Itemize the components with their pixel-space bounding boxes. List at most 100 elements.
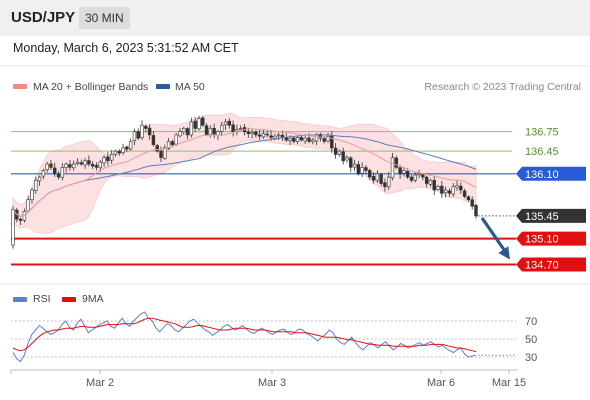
candle <box>26 195 30 213</box>
ma20-line <box>12 128 477 217</box>
candle <box>30 187 34 204</box>
candle <box>333 143 338 159</box>
candle <box>462 188 467 199</box>
candle <box>398 164 402 179</box>
candle <box>440 180 444 198</box>
candle <box>155 143 159 153</box>
candle <box>41 168 46 180</box>
candle <box>163 144 167 160</box>
candle <box>90 160 95 170</box>
candle <box>185 127 190 140</box>
candle <box>443 186 448 198</box>
candle <box>474 203 478 219</box>
candle <box>447 188 452 197</box>
candle <box>60 163 65 181</box>
resistance-label-136.75: 136.75 <box>525 127 559 139</box>
candle <box>223 118 228 130</box>
candle <box>83 157 87 169</box>
candle <box>231 120 235 137</box>
candle <box>151 130 156 147</box>
legend-label-ma50: MA 50 <box>175 81 205 93</box>
candle <box>136 128 140 140</box>
candle <box>413 171 417 183</box>
candle <box>147 124 152 140</box>
candle <box>254 130 258 138</box>
candle <box>436 184 440 191</box>
candle <box>352 159 357 172</box>
rsi-lines <box>12 311 516 363</box>
main-panel-border <box>0 65 590 285</box>
support-label-134.70: 134.70 <box>525 260 559 272</box>
candle <box>117 149 121 156</box>
rsi-line <box>12 311 477 363</box>
level-labels: 136.75 136.45 136.10 135.45 135.10 134.70 <box>516 127 586 272</box>
legend-swatch-ma50 <box>156 84 170 89</box>
x-tick-label: Mar 15 <box>492 377 526 389</box>
candle <box>68 159 72 171</box>
rsi-grid: 70 50 30 <box>11 316 537 364</box>
rsi-tick-30: 30 <box>525 352 537 364</box>
candle <box>356 160 361 176</box>
currency-pair-title: USD/JPY <box>11 9 76 26</box>
candle <box>295 135 300 145</box>
candle <box>220 121 224 137</box>
candle <box>56 170 61 180</box>
forecast-arrow <box>480 217 510 260</box>
candle <box>193 117 197 133</box>
ma50-line <box>12 134 477 217</box>
moving-averages <box>12 128 477 217</box>
candle <box>387 172 391 190</box>
x-tick-label: Mar 3 <box>258 377 286 389</box>
candle <box>109 150 114 164</box>
candle <box>432 176 436 196</box>
rsi-tick-50: 50 <box>525 334 537 346</box>
candle <box>451 183 455 197</box>
rsi-legend: RSI 9MA <box>13 293 104 305</box>
candle <box>11 206 15 249</box>
rsi-9ma-line <box>12 317 477 353</box>
candle <box>75 158 80 166</box>
candle <box>409 174 414 183</box>
candle <box>102 155 106 168</box>
support-label-135.10: 135.10 <box>525 234 559 246</box>
candle <box>201 116 205 127</box>
legend-label-9ma: 9MA <box>82 293 104 305</box>
pivot-label-136.10: 136.10 <box>525 169 559 181</box>
legend-swatch-ma20 <box>13 84 27 89</box>
candle <box>459 182 463 195</box>
candle <box>390 152 395 181</box>
candle <box>250 129 254 139</box>
pivot-badge-136.10 <box>516 166 586 181</box>
candle <box>64 162 68 173</box>
candle <box>421 173 425 181</box>
candle <box>424 175 429 188</box>
candle <box>49 160 53 170</box>
candle <box>383 178 387 192</box>
candle <box>379 172 383 187</box>
candle <box>197 115 201 131</box>
candle <box>265 130 269 138</box>
candle <box>455 180 459 191</box>
credit-text: Research © 2023 Trading Central <box>424 81 581 93</box>
candle <box>37 175 42 186</box>
candle <box>417 169 421 179</box>
candle <box>125 145 129 152</box>
candle <box>311 137 315 145</box>
candle <box>341 147 345 165</box>
candle <box>128 138 133 151</box>
candle <box>18 217 23 226</box>
forecast-arrow-shaft <box>480 217 508 254</box>
header-bar: USD/JPY 30 MIN <box>0 0 590 36</box>
candle <box>94 162 99 171</box>
timeframe-badge[interactable]: 30 MIN <box>79 7 130 29</box>
candle <box>466 195 471 203</box>
candle <box>178 127 182 138</box>
x-axis: Mar 2 Mar 3 Mar 6 Mar 15 <box>10 369 526 389</box>
candle <box>349 156 353 173</box>
candle <box>121 143 125 156</box>
candle <box>87 155 91 167</box>
candle <box>45 162 49 173</box>
candle <box>106 151 110 166</box>
candle <box>144 124 148 133</box>
